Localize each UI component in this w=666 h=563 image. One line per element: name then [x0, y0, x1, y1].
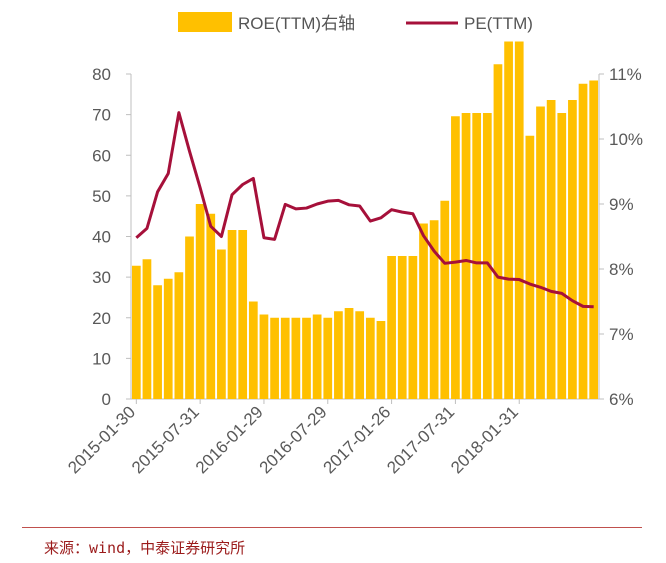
- roe-bar: [557, 113, 567, 399]
- pe-line-group: [135, 111, 594, 309]
- right-tick-label: 11%: [609, 65, 642, 84]
- left-tick-label: 80: [92, 65, 111, 84]
- roe-bar: [525, 135, 535, 399]
- roe-bars: [131, 41, 599, 399]
- roe-bar: [312, 314, 322, 399]
- roe-bar: [334, 311, 343, 399]
- left-tick-label: 40: [92, 228, 111, 247]
- legend-label-roe: ROE(TTM)右轴: [238, 14, 355, 33]
- roe-bar: [451, 116, 460, 399]
- right-tick-label: 10%: [609, 130, 643, 149]
- x-tick-label: 2016-07-29: [256, 402, 331, 477]
- roe-bar: [482, 113, 492, 399]
- left-tick-label: 50: [92, 187, 111, 206]
- left-tick-label: 60: [92, 146, 111, 165]
- roe-bar: [270, 317, 279, 399]
- right-tick-label: 8%: [609, 260, 634, 279]
- roe-bar: [419, 223, 428, 399]
- roe-bar: [153, 285, 162, 399]
- legend-swatch-roe: [178, 12, 232, 32]
- x-axis: 2015-01-302015-07-312016-01-292016-07-29…: [64, 399, 522, 477]
- right-tick-label: 6%: [609, 390, 634, 409]
- source-note: 来源：wind，中泰证券研究所: [44, 539, 246, 557]
- roe-bar: [323, 317, 333, 399]
- roe-bar: [493, 64, 503, 399]
- roe-bar: [514, 41, 524, 399]
- x-tick-label: 2018-01-31: [447, 402, 522, 477]
- roe-bar: [280, 317, 290, 399]
- roe-bar: [142, 259, 152, 399]
- roe-bar: [227, 230, 237, 399]
- roe-bar: [408, 256, 418, 399]
- left-tick-label: 30: [92, 268, 111, 287]
- roe-bar: [376, 321, 386, 399]
- x-tick-label: 2017-07-31: [383, 402, 458, 477]
- roe-bar: [397, 256, 407, 399]
- right-y-axis: 6% 7% 8% 9% 10% 11%: [599, 65, 643, 409]
- right-tick-label: 7%: [609, 325, 634, 344]
- roe-bar: [536, 106, 545, 399]
- roe-bar: [259, 314, 269, 399]
- left-tick-label: 0: [102, 390, 111, 409]
- roe-bar: [248, 301, 258, 399]
- roe-bar: [472, 113, 482, 399]
- chart: ROE(TTM)右轴 PE(TTM) 0 10 20 30 40 50 60 70 80 6% 7…: [64, 12, 643, 477]
- right-tick-label: 9%: [609, 195, 634, 214]
- roe-bar: [387, 256, 396, 399]
- legend: ROE(TTM)右轴 PE(TTM): [178, 12, 533, 33]
- roe-bar: [365, 317, 375, 399]
- roe-bar: [546, 100, 556, 399]
- source-divider: [22, 527, 642, 528]
- roe-bar: [163, 278, 173, 399]
- left-tick-label: 70: [92, 106, 111, 125]
- roe-bar: [344, 308, 354, 399]
- x-tick-label: 2016-01-29: [192, 402, 267, 477]
- roe-bar: [461, 113, 471, 399]
- roe-bar: [568, 100, 577, 399]
- roe-bar: [355, 311, 365, 399]
- roe-bar: [589, 80, 599, 399]
- roe-bar: [185, 236, 194, 399]
- roe-bar: [429, 220, 439, 399]
- pe-line: [135, 111, 594, 309]
- roe-bar: [504, 41, 513, 399]
- roe-bar: [578, 83, 588, 399]
- roe-bar: [302, 317, 311, 399]
- legend-label-pe: PE(TTM): [464, 14, 533, 33]
- roe-bar: [206, 213, 216, 399]
- roe-bar: [195, 204, 205, 399]
- roe-bar: [238, 230, 248, 399]
- roe-bar: [217, 249, 226, 399]
- x-tick-label: 2015-01-30: [64, 402, 139, 477]
- roe-bar: [291, 317, 301, 399]
- roe-bar: [440, 200, 450, 399]
- left-tick-label: 20: [92, 309, 111, 328]
- left-y-axis: 0 10 20 30 40 50 60 70 80: [92, 65, 131, 409]
- x-tick-label: 2015-07-31: [128, 402, 203, 477]
- roe-bar: [131, 265, 141, 399]
- left-tick-label: 10: [92, 349, 111, 368]
- roe-bar: [174, 272, 184, 399]
- x-tick-label: 2017-01-26: [319, 402, 394, 477]
